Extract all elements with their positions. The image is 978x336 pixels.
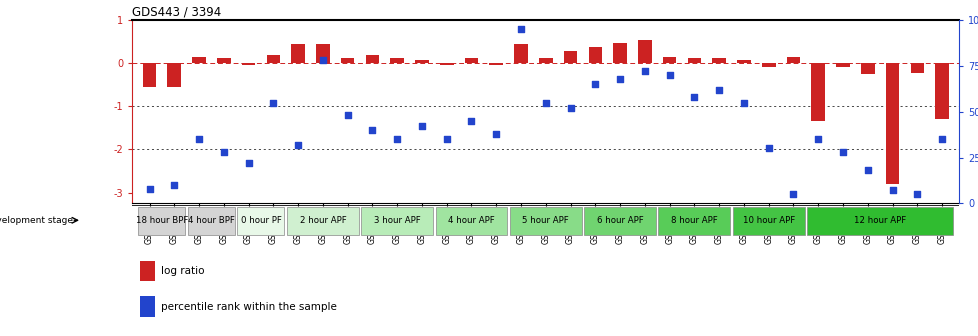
Text: 5 hour APF: 5 hour APF [522, 216, 568, 225]
Point [909, 192, 924, 197]
Point [241, 160, 256, 166]
Point [859, 168, 874, 173]
Bar [638, 40, 651, 63]
Point [290, 142, 306, 148]
Point [562, 106, 578, 111]
Text: 4 hour APF: 4 hour APF [448, 216, 494, 225]
Point [216, 149, 232, 155]
Bar [390, 58, 404, 63]
Point [637, 69, 652, 74]
Bar [138, 207, 185, 235]
Point [884, 188, 900, 193]
Bar [510, 207, 581, 235]
Text: 3 hour APF: 3 hour APF [374, 216, 421, 225]
Bar [563, 51, 577, 63]
Bar [266, 55, 280, 63]
Bar [658, 207, 730, 235]
Text: development stage: development stage [0, 216, 72, 225]
Text: 18 hour BPF: 18 hour BPF [136, 216, 188, 225]
Point [389, 136, 405, 142]
Point [414, 124, 429, 129]
Bar [140, 296, 156, 317]
Bar [192, 57, 205, 63]
Bar [811, 63, 824, 121]
Bar [143, 63, 156, 87]
Point [611, 76, 627, 81]
Point [512, 27, 528, 32]
Bar [242, 63, 255, 66]
Bar [238, 207, 285, 235]
Text: 6 hour APF: 6 hour APF [597, 216, 643, 225]
Point [166, 182, 182, 187]
Point [760, 146, 776, 151]
Point [142, 186, 157, 191]
Point [834, 149, 850, 155]
Bar [736, 60, 750, 63]
Text: percentile rank within the sample: percentile rank within the sample [161, 302, 336, 312]
Bar [761, 63, 775, 67]
Bar [539, 58, 552, 63]
Bar [415, 60, 428, 63]
Point [464, 118, 479, 124]
Point [810, 136, 825, 142]
Text: log ratio: log ratio [161, 266, 204, 276]
Bar [361, 207, 432, 235]
Point [438, 136, 454, 142]
Point [339, 113, 355, 118]
Bar [910, 63, 923, 73]
Bar [465, 58, 478, 63]
Bar [316, 44, 330, 63]
Bar [885, 63, 899, 184]
Bar [806, 207, 953, 235]
Point [735, 100, 751, 105]
Bar [291, 44, 304, 63]
Bar [217, 58, 231, 63]
Bar [584, 207, 655, 235]
Bar [188, 207, 235, 235]
Point [364, 127, 379, 133]
Bar [489, 63, 503, 66]
Bar [835, 63, 849, 67]
Bar [439, 63, 453, 66]
Bar [167, 63, 181, 87]
Bar [786, 57, 799, 63]
Point [488, 131, 504, 136]
Bar [712, 58, 726, 63]
Point [191, 136, 206, 142]
Point [537, 100, 553, 105]
Bar [365, 55, 378, 63]
Bar [513, 44, 527, 63]
Bar [340, 58, 354, 63]
Point [933, 136, 949, 142]
Bar [588, 47, 601, 63]
Bar [733, 207, 804, 235]
Bar [435, 207, 507, 235]
Bar [140, 261, 156, 282]
Bar [287, 207, 358, 235]
Text: 12 hour APF: 12 hour APF [853, 216, 906, 225]
Bar [612, 43, 626, 63]
Text: GDS443 / 3394: GDS443 / 3394 [132, 6, 221, 19]
Text: 8 hour APF: 8 hour APF [670, 216, 717, 225]
Point [686, 94, 701, 100]
Point [587, 82, 602, 87]
Point [661, 73, 677, 78]
Point [711, 87, 727, 92]
Bar [860, 63, 873, 74]
Text: 10 hour APF: 10 hour APF [742, 216, 794, 225]
Bar [662, 57, 676, 63]
Text: 4 hour BPF: 4 hour BPF [188, 216, 235, 225]
Point [265, 100, 281, 105]
Text: 2 hour APF: 2 hour APF [299, 216, 346, 225]
Bar [934, 63, 948, 119]
Bar [687, 58, 700, 63]
Point [784, 192, 800, 197]
Point [315, 58, 331, 63]
Text: 0 hour PF: 0 hour PF [241, 216, 281, 225]
